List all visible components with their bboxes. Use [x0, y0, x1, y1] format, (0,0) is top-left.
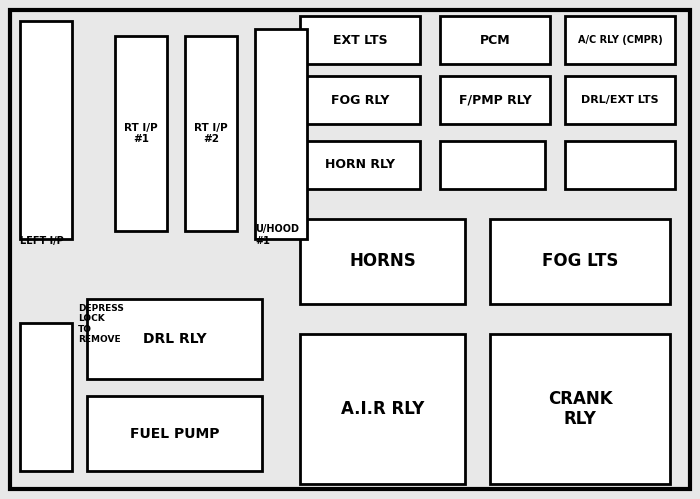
Text: HORNS: HORNS [349, 252, 416, 270]
Text: RT I/P
#2: RT I/P #2 [194, 123, 228, 144]
Text: DEPRESS
LOCK
TO
REMOVE: DEPRESS LOCK TO REMOVE [78, 304, 124, 344]
Bar [300, 16, 420, 64]
Bar [20, 21, 72, 239]
Bar [440, 16, 550, 64]
Bar [490, 334, 670, 484]
Text: A/C RLY (CMPR): A/C RLY (CMPR) [578, 35, 662, 45]
Text: F/PMP RLY: F/PMP RLY [458, 93, 531, 106]
Text: U/HOOD
#1: U/HOOD #1 [255, 225, 299, 246]
Text: DRL/EXT LTS: DRL/EXT LTS [581, 95, 659, 105]
Bar [300, 141, 420, 189]
Text: DRL RLY: DRL RLY [143, 332, 206, 346]
Bar [185, 36, 237, 231]
Bar [300, 334, 465, 484]
Bar [87, 299, 262, 379]
Text: LEFT I/P: LEFT I/P [20, 236, 64, 246]
Text: A.I.R RLY: A.I.R RLY [341, 400, 424, 418]
Bar [300, 76, 420, 124]
Text: PCM: PCM [480, 33, 510, 46]
Bar [440, 76, 550, 124]
Bar [565, 76, 675, 124]
Text: CRANK
RLY: CRANK RLY [547, 390, 612, 429]
Text: HORN RLY: HORN RLY [325, 159, 395, 172]
Text: FOG LTS: FOG LTS [542, 252, 618, 270]
Text: RT I/P
#1: RT I/P #1 [124, 123, 158, 144]
Bar [115, 36, 167, 231]
Bar [20, 323, 72, 471]
Bar [565, 16, 675, 64]
Bar [490, 219, 670, 304]
Text: FUEL PUMP: FUEL PUMP [130, 427, 219, 441]
Bar [300, 219, 465, 304]
Bar [87, 396, 262, 471]
Text: FOG RLY: FOG RLY [331, 93, 389, 106]
Bar [255, 29, 307, 239]
Bar [440, 141, 545, 189]
Text: EXT LTS: EXT LTS [332, 33, 387, 46]
Bar [565, 141, 675, 189]
